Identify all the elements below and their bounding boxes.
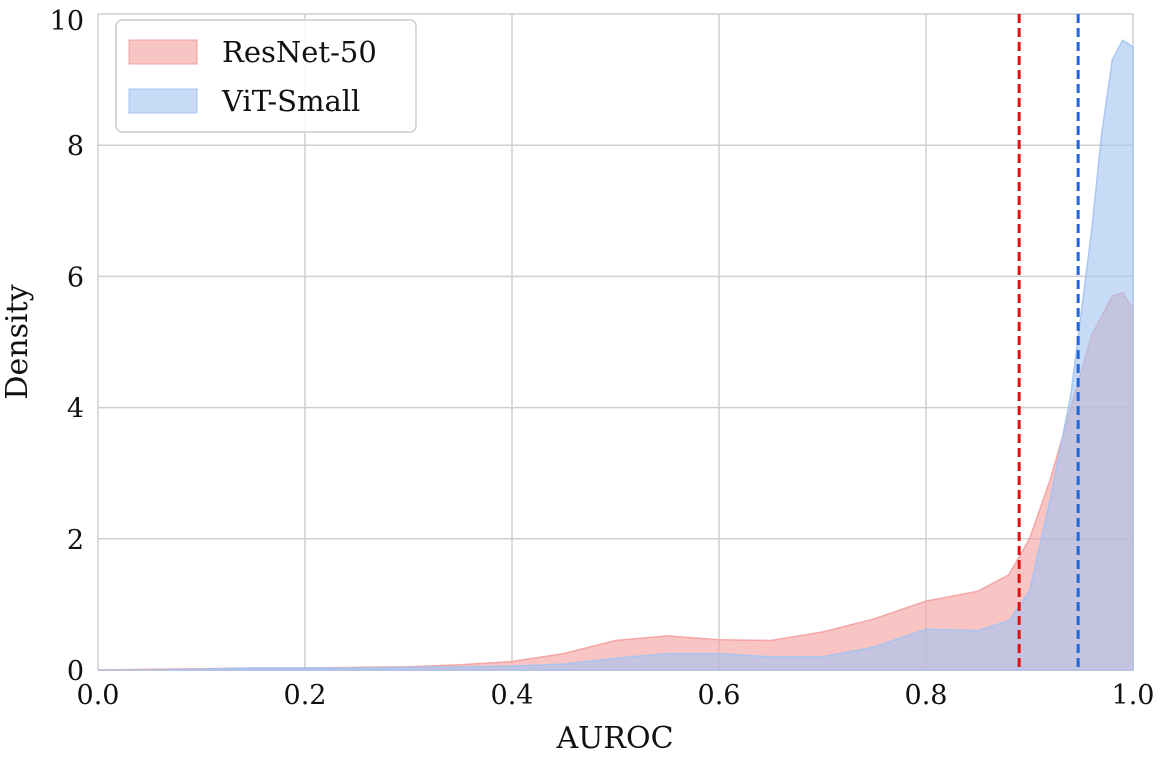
y-axis-label: Density <box>0 284 35 399</box>
x-tick-label: 0.0 <box>77 680 120 711</box>
y-tick-label: 0 <box>67 656 84 687</box>
x-tick-label: 0.4 <box>491 680 534 711</box>
x-tick-label: 0.2 <box>284 680 327 711</box>
x-tick-label: 0.6 <box>698 680 741 711</box>
y-tick-label: 2 <box>67 525 84 556</box>
legend-swatch-vit-small <box>128 88 198 114</box>
density-area-vit-small <box>98 39 1134 671</box>
y-tick-label: 10 <box>50 6 84 37</box>
mean-lines <box>1017 14 1080 670</box>
legend-label-resnet-50: ResNet-50 <box>222 35 377 69</box>
y-tick-label: 8 <box>67 131 84 162</box>
x-axis-label: AUROC <box>555 721 673 756</box>
x-tick-label: 1.0 <box>1112 680 1155 711</box>
legend: ResNet-50 ViT-Small <box>115 19 417 133</box>
legend-swatch-resnet-50 <box>128 39 198 65</box>
x-tick-labels: 0.0 0.2 0.4 0.6 0.8 1.0 <box>77 680 1155 711</box>
legend-label-vit-small: ViT-Small <box>221 84 360 118</box>
y-tick-labels: 0 2 4 6 8 10 <box>50 6 84 687</box>
y-tick-label: 6 <box>67 262 84 293</box>
y-tick-label: 4 <box>67 394 84 425</box>
density-areas <box>97 39 1134 671</box>
density-area-resnet-50 <box>97 291 1134 671</box>
x-tick-label: 0.8 <box>905 680 948 711</box>
